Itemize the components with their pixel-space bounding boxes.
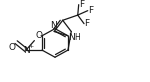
Text: -: - xyxy=(39,33,42,38)
Text: O: O xyxy=(35,31,42,40)
Text: H: H xyxy=(74,33,80,42)
Text: N: N xyxy=(68,33,75,42)
Text: +: + xyxy=(28,44,34,49)
Text: F: F xyxy=(85,19,90,28)
Text: N: N xyxy=(50,21,57,30)
Text: N: N xyxy=(23,46,29,55)
Text: O: O xyxy=(8,43,15,52)
Text: F: F xyxy=(79,0,84,9)
Text: F: F xyxy=(88,6,93,15)
